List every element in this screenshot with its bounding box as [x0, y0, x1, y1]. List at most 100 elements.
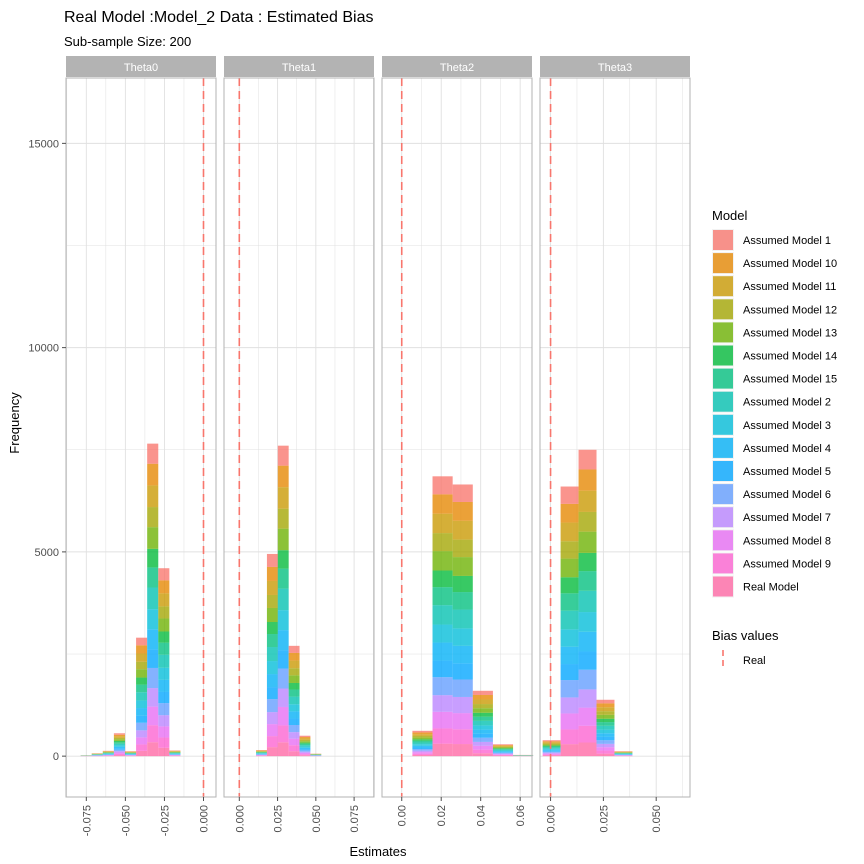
histogram-bar — [578, 449, 597, 757]
bar-segment — [299, 752, 311, 755]
bar-segment — [596, 722, 615, 726]
bar-segment — [136, 669, 148, 678]
legend-item: Assumed Model 2 — [712, 390, 831, 413]
bar-segment — [596, 747, 615, 751]
histogram-bar — [124, 751, 137, 757]
bar-segment — [113, 755, 125, 757]
bar-segment — [492, 747, 514, 749]
bar-segment — [113, 743, 125, 746]
bar-segment — [158, 726, 170, 738]
bar-segment — [266, 607, 278, 623]
facet-strip — [224, 56, 374, 77]
bar-segment — [147, 587, 159, 610]
bar-segment — [432, 660, 453, 678]
legend-swatch — [713, 299, 733, 320]
bar-segment — [432, 695, 453, 712]
x-tick-label: 0.000 — [234, 805, 246, 833]
bar-segment — [452, 663, 473, 680]
legend-swatch — [713, 345, 733, 366]
legend-swatch — [713, 391, 733, 412]
bar-segment — [266, 634, 278, 648]
bar-segment — [432, 570, 453, 588]
bar-segment — [560, 541, 579, 559]
histogram-bar — [513, 754, 534, 757]
histogram-bar — [91, 753, 103, 757]
legend-item: Assumed Model 3 — [712, 413, 831, 436]
y-tick-label: 10000 — [28, 343, 59, 355]
legend-swatch — [713, 484, 733, 505]
legend-label: Assumed Model 8 — [743, 535, 831, 547]
bar-segment — [596, 736, 615, 741]
bar-segment — [560, 558, 579, 578]
legend-swatch — [713, 368, 733, 389]
x-tick-label: 0.025 — [598, 805, 610, 833]
bar-segment — [492, 753, 514, 755]
bar-segment — [578, 669, 597, 690]
facet-panel-theta0: Theta0 -0.075 -0.050 -0.025 0.000 — [65, 56, 217, 836]
bar-segment — [277, 650, 289, 669]
bar-segment — [113, 752, 125, 754]
bar-segment — [432, 551, 453, 571]
bar-segment — [542, 743, 561, 745]
y-axis-title: Frequency — [7, 392, 22, 454]
histogram-bar — [80, 755, 92, 757]
bar-segment — [158, 606, 170, 619]
y-axis: 0 5000 10000 15000 — [28, 138, 66, 763]
bar-segment — [299, 741, 311, 743]
bar-segment — [136, 730, 148, 738]
bar-segment — [266, 622, 278, 635]
bar-segment — [412, 755, 433, 757]
x-tick-label: -0.075 — [81, 805, 93, 836]
bar-segment — [578, 725, 597, 743]
bar-segment — [560, 744, 579, 757]
bar-segment — [158, 593, 170, 607]
x-tick-label: 0.075 — [349, 805, 361, 833]
bar-segment — [277, 487, 289, 509]
bar-segment — [277, 508, 289, 529]
bar-segment — [492, 751, 514, 753]
bar-segment — [560, 486, 579, 504]
histogram-bar — [432, 476, 453, 757]
bar-segment — [277, 550, 289, 569]
bar-segment — [136, 715, 148, 723]
chart-subtitle: Sub-sample Size: 200 — [64, 34, 191, 49]
bar-segment — [560, 729, 579, 745]
histogram-bar — [256, 750, 267, 757]
facet-strip — [66, 56, 216, 77]
bar-segment — [147, 742, 159, 757]
legend-label: Assumed Model 6 — [743, 489, 831, 501]
bar-segment — [158, 642, 170, 655]
legend-label: Assumed Model 11 — [743, 281, 836, 293]
bar-segment — [432, 677, 453, 696]
bar-segment — [412, 734, 433, 736]
histogram-bar — [158, 568, 170, 757]
bar-segment — [542, 745, 561, 747]
bar-segment — [560, 713, 579, 730]
histogram-bar — [310, 753, 322, 757]
bar-segment — [542, 751, 561, 753]
bar-segment — [299, 754, 311, 756]
bar-segment — [113, 733, 125, 735]
bar-segment — [288, 668, 300, 676]
bar-segment — [299, 749, 311, 751]
y-tick-label: 15000 — [28, 138, 59, 150]
bar-segment — [542, 741, 561, 743]
y-tick-label: 5000 — [35, 547, 59, 559]
bar-segment — [158, 568, 170, 581]
bar-segment — [492, 754, 514, 755]
x-tick-label: 0.00 — [397, 805, 409, 826]
bar-segment — [288, 696, 300, 705]
bar-segment — [266, 580, 278, 595]
bar-segment — [452, 729, 473, 745]
bar-segment — [492, 746, 514, 748]
bar-segment — [560, 503, 579, 523]
bar-segment — [432, 624, 453, 643]
bar-segment — [472, 720, 493, 726]
bar-segment — [452, 713, 473, 730]
bar-segment — [412, 750, 433, 753]
bar-segment — [113, 736, 125, 738]
bar-segment — [596, 733, 615, 737]
bar-segment — [266, 566, 278, 581]
bar-segment — [452, 628, 473, 646]
